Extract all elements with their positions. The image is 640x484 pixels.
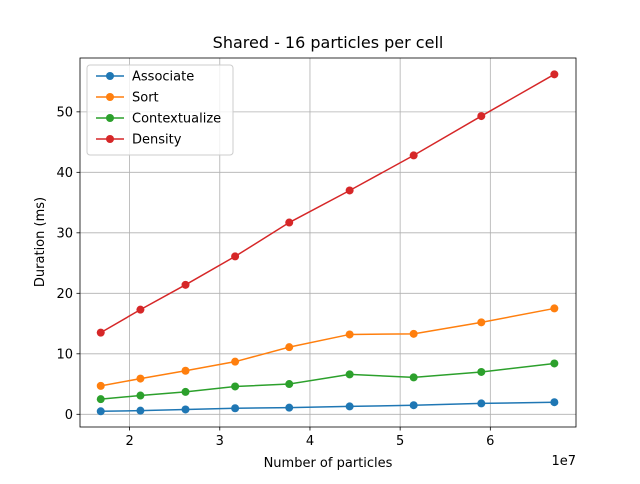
y-tick-label: 0 [65,408,73,423]
x-tick-label: 6 [486,434,494,449]
legend-box [86,64,234,156]
x-tick-label: 4 [306,434,314,449]
legend-marker [106,72,114,80]
data-point-associate [96,407,105,416]
chart-title: Shared - 16 particles per cell [213,33,444,52]
data-point-contextualize [477,367,486,376]
series-lines [96,70,559,416]
data-point-associate [477,399,486,408]
y-tick-label: 20 [56,287,73,302]
y-axis-label: Duration (ms) [33,197,48,287]
data-point-associate [181,405,190,414]
data-point-sort [477,318,486,327]
data-point-associate [345,402,354,411]
data-point-density [285,218,294,227]
x-axis-label: Number of particles [264,456,393,471]
data-point-density [231,252,240,261]
legend-marker [106,135,114,143]
axis-ticks: 2 3 4 5 6 0 10 20 30 40 50 [56,105,494,449]
x-tick-label: 2 [125,434,133,449]
legend-marker [106,93,114,101]
data-point-density [345,186,354,195]
data-point-associate [550,398,559,407]
data-point-contextualize [136,391,145,400]
data-point-contextualize [409,373,418,382]
data-point-contextualize [96,395,105,404]
legend-label: Associate [132,70,194,85]
data-point-contextualize [285,380,294,389]
y-tick-label: 40 [56,166,73,181]
data-point-sort [550,304,559,313]
y-tick-label: 10 [56,347,73,362]
data-point-sort [96,381,105,390]
data-point-contextualize [345,370,354,379]
data-point-density [96,328,105,337]
legend-label: Contextualize [132,112,221,127]
y-tick-label: 50 [56,105,73,120]
data-point-associate [231,404,240,413]
legend-label: Sort [132,91,159,106]
x-tick-label: 3 [216,434,224,449]
data-point-sort [285,343,294,352]
data-point-associate [285,403,294,412]
data-point-sort [345,330,354,339]
data-point-associate [409,401,418,410]
data-point-associate [136,406,145,415]
data-point-density [409,151,418,160]
data-point-density [136,305,145,314]
legend-marker [106,114,114,122]
data-point-sort [181,366,190,375]
data-point-density [477,112,486,121]
data-point-sort [136,374,145,383]
plot-frame [79,57,577,428]
data-point-contextualize [231,382,240,391]
data-point-density [181,280,190,289]
legend: Associate Sort Contextualize Density [86,64,234,156]
y-tick-label: 30 [56,226,73,241]
x-axis-offset-label: 1e7 [551,454,576,469]
x-tick-label: 5 [396,434,404,449]
data-point-contextualize [550,359,559,368]
data-point-density [550,70,559,79]
grid-lines [80,58,576,427]
data-point-sort [409,329,418,338]
data-point-sort [231,357,240,366]
data-point-contextualize [181,387,190,396]
legend-label: Density [132,133,182,148]
